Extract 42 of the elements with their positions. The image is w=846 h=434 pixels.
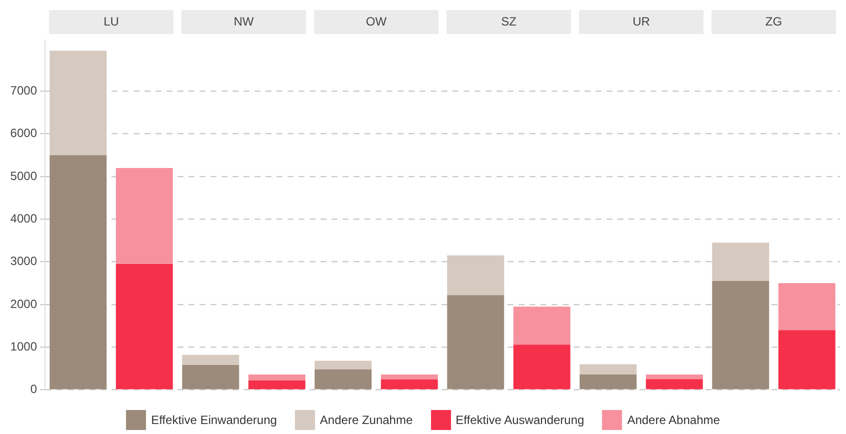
bar	[380, 380, 438, 390]
bar	[580, 364, 637, 374]
y-tick-label: 0	[30, 382, 38, 396]
y-tick-label: 3000	[10, 254, 38, 268]
bar	[712, 281, 770, 390]
y-tick-label: 4000	[10, 211, 38, 226]
bar	[712, 242, 770, 282]
bar	[447, 295, 504, 390]
bar	[646, 374, 703, 380]
bar	[116, 168, 173, 264]
text: UR	[632, 14, 650, 28]
bar	[116, 264, 173, 390]
bar	[50, 50, 107, 156]
legend-label: Andere Zunahme	[320, 413, 413, 427]
legend-label: Effektive Einwanderung	[151, 413, 277, 427]
y-tick-label: 6000	[10, 126, 38, 140]
bar	[50, 155, 107, 390]
bar	[778, 330, 836, 390]
text: OW	[366, 14, 388, 28]
bar	[248, 380, 306, 390]
y-tick-label: 5000	[10, 168, 38, 183]
y-tick-label: 1000	[10, 339, 38, 354]
text: NW	[234, 14, 254, 28]
bar	[447, 255, 504, 296]
text: SZ	[501, 14, 516, 28]
bar	[580, 374, 637, 390]
legend-label: Andere Abnahme	[627, 413, 720, 427]
legend-label: Effektive Auswanderung	[456, 413, 584, 427]
bar	[248, 374, 306, 380]
bar	[182, 365, 240, 390]
bar	[314, 360, 372, 370]
bar	[513, 306, 570, 345]
bar	[182, 354, 240, 366]
y-tick-label: 7000	[10, 84, 38, 98]
bar	[314, 369, 372, 390]
text: ZG	[765, 14, 782, 28]
bar	[380, 374, 438, 380]
bar	[778, 283, 836, 330]
y-tick-label: 2000	[10, 296, 38, 311]
bar	[646, 379, 703, 390]
bar	[513, 344, 570, 390]
text: LU	[104, 14, 119, 28]
